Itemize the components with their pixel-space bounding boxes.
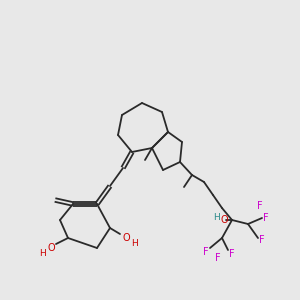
Text: F: F — [229, 249, 235, 259]
Text: O: O — [122, 233, 130, 243]
Text: H: H — [39, 248, 45, 257]
Text: F: F — [215, 253, 221, 263]
Text: F: F — [257, 201, 263, 211]
Text: F: F — [259, 235, 265, 245]
Text: O: O — [220, 215, 228, 225]
Text: O: O — [47, 243, 55, 253]
Text: H: H — [130, 238, 137, 247]
Text: F: F — [263, 213, 269, 223]
Text: H: H — [213, 214, 219, 223]
Text: F: F — [203, 247, 209, 257]
